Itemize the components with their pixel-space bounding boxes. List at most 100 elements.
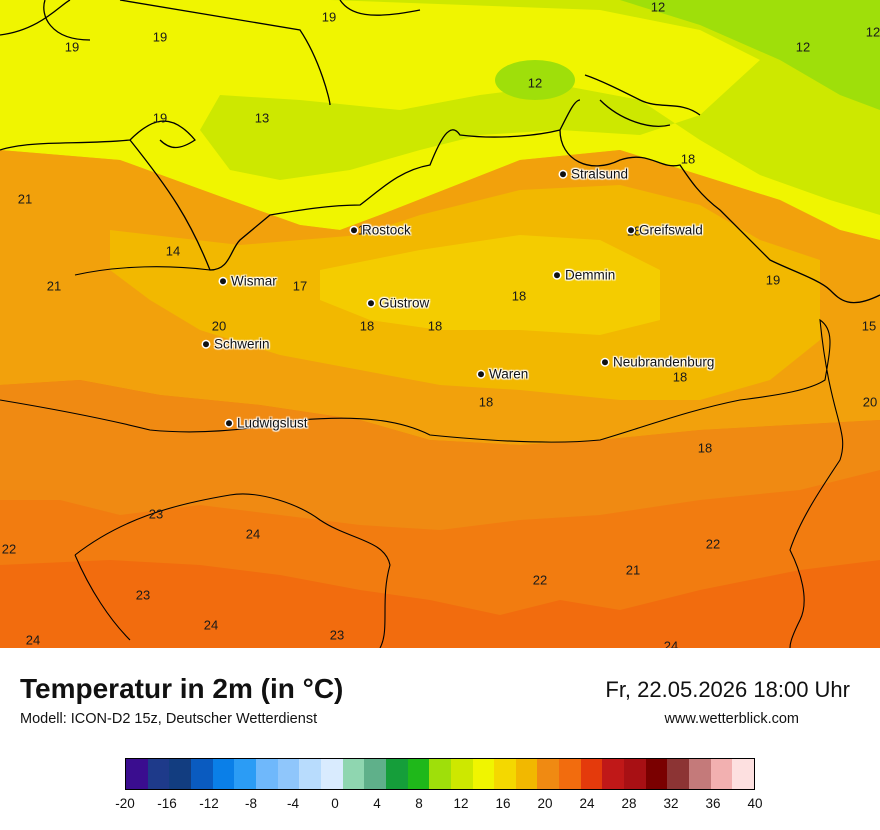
color-scale-swatch <box>407 759 430 789</box>
color-scale-swatch <box>385 759 408 789</box>
color-scale-swatch <box>494 759 516 789</box>
state-border <box>0 266 844 648</box>
temp-label: 14 <box>165 243 181 259</box>
color-scale-swatch <box>277 759 300 789</box>
color-scale-tick-label: 4 <box>373 796 381 811</box>
color-scale-swatch <box>299 759 321 789</box>
temperature-map: 12 12 12 12 13 14 15 17 18 18 18 18 18 1… <box>0 0 880 648</box>
city-dot-icon <box>602 359 608 366</box>
color-scale-tick-label: -4 <box>286 796 300 811</box>
color-scale-swatch <box>429 759 451 789</box>
color-scale-tick-label: -8 <box>244 796 258 811</box>
city-name: Rostock <box>362 222 411 238</box>
city-dot-icon <box>560 171 566 178</box>
color-scale-swatch <box>732 759 755 789</box>
coastline <box>0 0 880 304</box>
city-marker: Ludwigslust <box>226 416 308 430</box>
color-scale-swatch <box>320 759 343 789</box>
color-scale-swatch <box>169 759 191 789</box>
temp-label: 24 <box>25 632 41 648</box>
temp-label: 24 <box>245 526 261 542</box>
color-scale-tick-label: 20 <box>537 796 553 811</box>
city-dot-icon <box>203 341 209 348</box>
color-scale-swatch <box>190 759 213 789</box>
city-dot-icon <box>351 227 357 234</box>
color-scale-swatch <box>667 759 690 789</box>
color-scale-tick-label: 24 <box>579 796 595 811</box>
city-name: Greifswald <box>639 222 703 238</box>
color-scale-bar <box>125 758 755 790</box>
color-scale-tick-label: -20 <box>115 796 135 811</box>
field-12b <box>495 60 575 100</box>
color-scale-tick-label: -12 <box>199 796 219 811</box>
temp-label: 23 <box>135 587 151 603</box>
city-dot-icon <box>628 227 634 234</box>
forecast-datetime: Fr, 22.05.2026 18:00 Uhr <box>605 677 850 702</box>
temp-label: 18 <box>511 288 527 304</box>
temp-label: 22 <box>705 536 721 552</box>
field-12a <box>620 0 880 110</box>
color-scale-swatch <box>710 759 733 789</box>
field-18 <box>320 235 660 335</box>
temp-label: 12 <box>795 39 811 55</box>
temp-label: 18 <box>427 318 443 334</box>
temp-label: 19 <box>152 110 168 126</box>
color-scale-ticks: -20 -16 -12 -8 -4 0 4 8 12 16 20 24 28 32 36 40 <box>115 796 762 812</box>
color-scale-swatch <box>645 759 668 789</box>
temp-label: 19 <box>765 272 781 288</box>
temp-label: 24 <box>663 638 679 649</box>
city-dot-icon <box>368 300 374 307</box>
color-scale-swatch <box>342 759 365 789</box>
model-source: Modell: ICON-D2 15z, Deutscher Wetterdie… <box>20 711 318 727</box>
city-name: Demmin <box>565 267 616 283</box>
color-scale-tick-label: 28 <box>621 796 637 811</box>
color-scale-swatch <box>580 759 603 789</box>
temp-label: 18 <box>359 318 375 334</box>
city-marker: Demmin <box>554 268 615 282</box>
color-scale-swatch <box>515 759 538 789</box>
color-scale-tick-label: 40 <box>747 796 763 811</box>
color-scale-swatch <box>559 759 581 789</box>
temp-label: 13 <box>254 110 270 126</box>
temp-label: 12 <box>865 24 880 40</box>
field-14 <box>200 0 880 215</box>
website-link[interactable]: www.wetterblick.com <box>664 711 799 727</box>
color-scale-swatch <box>624 759 646 789</box>
color-scale-swatch <box>255 759 278 789</box>
color-scale-swatch <box>364 759 386 789</box>
temp-label: 24 <box>203 617 219 633</box>
ruegen-coast <box>584 74 701 127</box>
color-scale-tick-label: 8 <box>415 796 423 811</box>
city-marker: Waren <box>478 367 528 381</box>
temp-label: 18 <box>357 222 373 238</box>
city-dot-icon <box>220 278 226 285</box>
city-marker: Güstrow <box>368 296 429 310</box>
color-scale-swatch <box>234 759 256 789</box>
temp-label: 18 <box>697 440 713 456</box>
temp-label: 12 <box>527 75 543 91</box>
city-name: Waren <box>489 366 529 382</box>
temp-label: 20 <box>862 394 878 410</box>
color-scale-swatch <box>537 759 560 789</box>
city-name: Wismar <box>231 273 277 289</box>
temp-label: 21 <box>17 191 33 207</box>
temp-label: 19 <box>64 39 80 55</box>
color-scale-swatch <box>472 759 495 789</box>
color-scale-tick-label: 36 <box>705 796 721 811</box>
color-scale-swatch <box>602 759 625 789</box>
city-marker: Wismar <box>220 274 277 288</box>
city-name: Neubrandenburg <box>613 354 715 370</box>
color-scale-swatch <box>212 759 235 789</box>
city-name: Ludwigslust <box>237 415 308 431</box>
color-scale-swatch <box>450 759 473 789</box>
map-graphic <box>0 0 880 648</box>
color-scale-tick-label: -16 <box>157 796 177 811</box>
city-marker: Schwerin <box>203 337 270 351</box>
temp-label: 20 <box>211 318 227 334</box>
temp-label: 19 <box>152 29 168 45</box>
temp-label: 21 <box>625 562 641 578</box>
city-name: Güstrow <box>379 295 430 311</box>
temp-label: 23 <box>329 627 345 643</box>
color-scale-tick-label: 32 <box>663 796 679 811</box>
temp-label: 19 <box>321 9 337 25</box>
